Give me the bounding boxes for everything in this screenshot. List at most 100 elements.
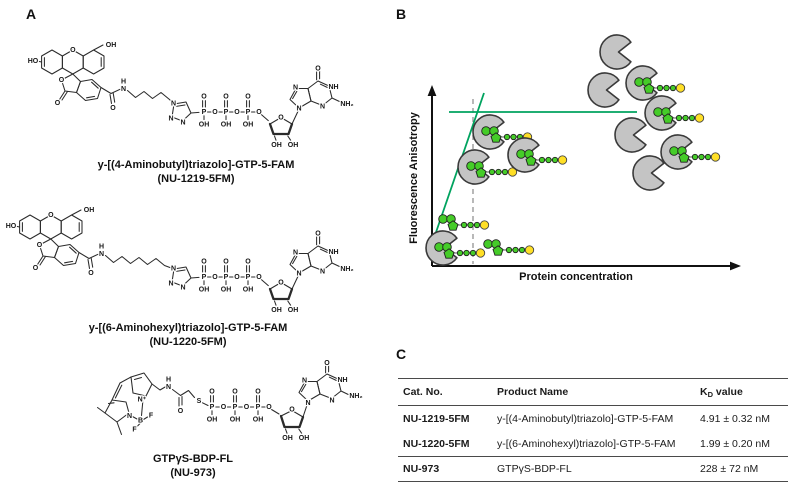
kd-table-grid: Cat. No. Product Name KD value NU-1219-5… (398, 378, 788, 482)
structure-3-code: (NU-973) (170, 466, 216, 479)
x-axis-arrow-icon (730, 261, 741, 271)
bond-skeleton (36, 44, 340, 141)
atom-label: OH (288, 142, 299, 149)
atom-label: NH (337, 377, 347, 384)
atom-label: NH₂ (340, 266, 353, 273)
atom-label: O (244, 404, 250, 411)
atom-label: O (201, 258, 207, 265)
bound-complex-icon (661, 135, 720, 169)
atom-label: OH (221, 121, 232, 128)
atom-label: P (233, 404, 238, 411)
atom-label: P (246, 109, 251, 116)
atom-label: O (37, 242, 43, 249)
atom-label: N (329, 397, 334, 404)
atom-label: OH (253, 416, 264, 423)
free-probe-icon (438, 214, 490, 231)
atom-label: OH (288, 307, 299, 314)
kd-value-word: value (713, 385, 743, 398)
atom-label: N (320, 268, 325, 275)
table-cell-cat: NU-1219-5FM (403, 412, 470, 425)
atom-label: N⁺ (138, 396, 147, 403)
atom-label: N (168, 280, 173, 287)
atom-label: O (209, 388, 215, 395)
atom-label: N (171, 100, 176, 107)
atom-label: P (202, 109, 207, 116)
anisotropy-plot: Fluorescence Anisotropy Protein concentr… (408, 34, 741, 283)
atom-label: O (315, 65, 321, 72)
structure-1-caption: y-[(4-Aminobutyl)triazolo]-GTP-5-FAM (NU… (26, 159, 366, 186)
table-header-row: Cat. No. Product Name KD value (398, 379, 788, 406)
atom-label: O (55, 100, 61, 107)
atom-label: B (138, 417, 143, 424)
structure-2-caption: y-[(6-Aminohexyl)triazolo]-GTP-5-FAM (NU… (10, 322, 366, 349)
panel-b-label: B (396, 6, 407, 22)
bound-complex-icon (626, 66, 685, 100)
atom-label: O (232, 388, 238, 395)
atom-label: N (296, 105, 301, 112)
atom-label: O (223, 258, 229, 265)
atom-label: O (234, 109, 240, 116)
atom-label: H (99, 243, 104, 250)
atom-label: O (255, 388, 261, 395)
atom-label: H (166, 376, 171, 383)
table-header-product-name: Product Name (497, 386, 569, 398)
atom-label: OH (282, 435, 293, 442)
structure-1-code: (NU-1219-5FM) (157, 172, 235, 185)
atom-label: O (234, 274, 240, 281)
y-axis-label: Fluorescence Anisotropy (408, 111, 420, 244)
atom-label: OH (106, 42, 117, 49)
atom-label: O (256, 109, 262, 116)
atom-label: O (212, 109, 218, 116)
atom-label: N (293, 84, 298, 91)
atom-label: O (48, 212, 54, 219)
atom-label: O (178, 408, 184, 415)
free-protein-icon (614, 117, 647, 153)
atom-label: N (293, 249, 298, 256)
kd-subscript: D (707, 389, 714, 399)
atom-label: N (320, 103, 325, 110)
bound-complex-icon (645, 96, 704, 130)
table-cell-cat: NU-1220-5FM (403, 437, 470, 450)
atom-label: OH (199, 286, 210, 293)
atom-label: O (33, 265, 39, 272)
atom-label: N (121, 86, 126, 93)
atom-label: OH (230, 416, 241, 423)
atom-label: HO (28, 58, 39, 65)
atom-label: OH (84, 207, 95, 214)
panel-a-label: A (26, 6, 37, 22)
y-axis-arrow-icon (427, 85, 437, 96)
complexes-group (426, 66, 720, 265)
table-cell-cat: NU-973 (403, 463, 440, 475)
structure-1-name: y-[(4-Aminobutyl)triazolo]-GTP-5-FAM (97, 159, 295, 171)
table-row: NU-1219-5FM y-[(4-Aminobutyl)triazolo]-GT… (398, 406, 788, 431)
atom-label: O (245, 93, 251, 100)
atom-label: OH (271, 307, 282, 314)
structure-3-name: GTPγS-BDP-FL (152, 453, 234, 465)
x-axis-label: Protein concentration (519, 271, 633, 283)
table-header-kd-value: KD value (695, 386, 788, 399)
atom-label: P (256, 404, 261, 411)
table-cell-kd: 1.99 ± 0.20 nM (700, 437, 770, 450)
free-protein-icon (599, 34, 632, 70)
atom-label: O (315, 230, 321, 237)
atom-label: F (132, 426, 137, 433)
atom-label: N (302, 377, 307, 384)
atom-label: N (296, 270, 301, 277)
atom-label: OH (243, 121, 254, 128)
bound-complex-icon (426, 231, 485, 265)
atom-label: N (166, 384, 171, 391)
atom-label: OH (207, 416, 218, 423)
atom-label: NH₂ (349, 393, 362, 400)
kd-symbol: K (700, 385, 708, 398)
atom-label: O (212, 274, 218, 281)
table-cell-kd: 4.91 ± 0.32 nM (700, 412, 770, 425)
atom-label: O (110, 105, 116, 112)
free-protein-icon (632, 155, 665, 191)
atom-label: P (224, 274, 229, 281)
table-cell-name: y-[(6-Aminohexyl)triazolo]-GTP-5-FAM (497, 437, 676, 450)
atom-label: O (324, 360, 330, 367)
